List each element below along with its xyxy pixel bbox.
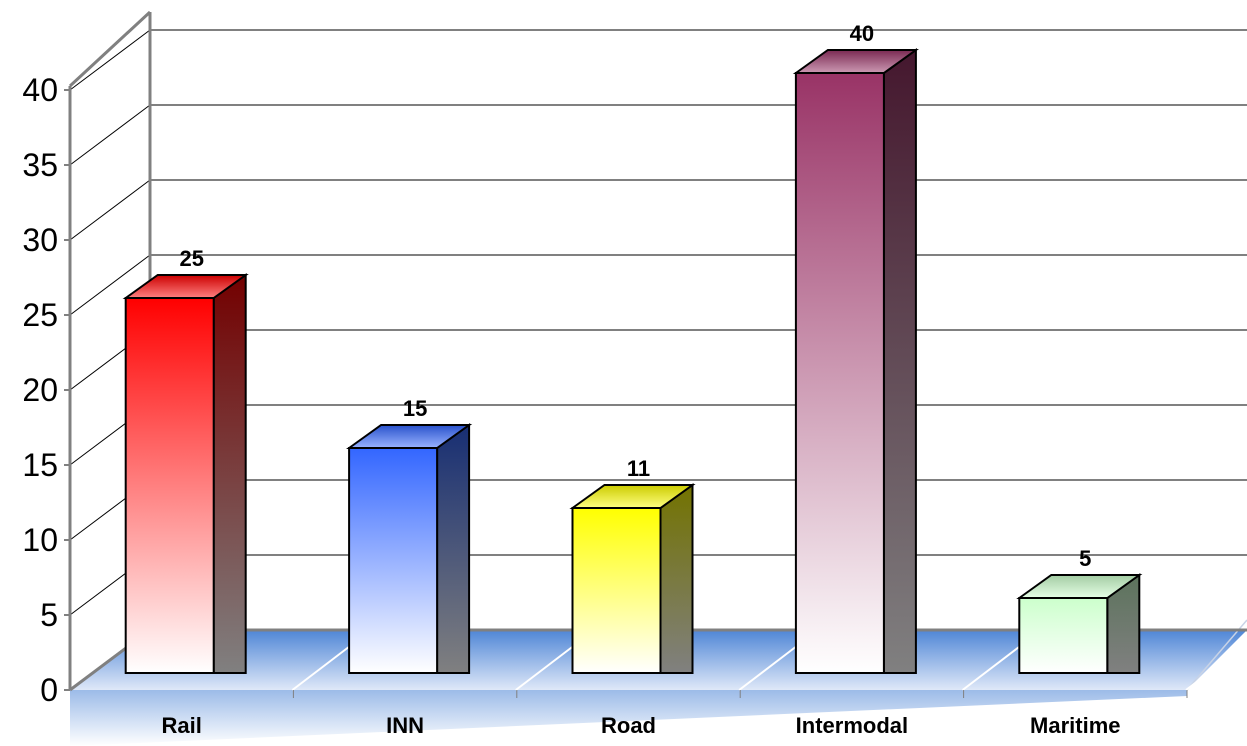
floor-divider: [515, 644, 576, 691]
data-label: 15: [403, 396, 427, 421]
bar-rail: [122, 273, 249, 674]
gridline-side: [69, 179, 151, 241]
bar-front: [794, 72, 885, 674]
bar-road: [569, 483, 696, 674]
bar-maritime: [1016, 573, 1143, 674]
y-tick-label: 0: [40, 672, 58, 708]
y-tick-label: 25: [22, 297, 58, 333]
y-tick-label: 20: [22, 372, 58, 408]
x-tick-label: INN: [386, 713, 424, 738]
bar-front: [1018, 597, 1109, 674]
x-tick-label: Road: [601, 713, 656, 738]
chart-floor-front: [70, 690, 1187, 746]
floor-divider: [1185, 644, 1246, 691]
gridline-side: [69, 29, 151, 91]
bar-front: [348, 447, 439, 674]
y-tick-label: 15: [22, 447, 58, 483]
bar-inn: [345, 423, 473, 674]
bar-intermodal: [792, 48, 920, 674]
data-label: 40: [850, 21, 874, 46]
bar-side: [659, 483, 694, 674]
y-tick-label: 10: [22, 522, 58, 558]
bar-side: [436, 423, 471, 674]
bar-side: [212, 273, 247, 674]
gridline-side: [69, 254, 151, 316]
side-wall-top: [68, 10, 152, 88]
x-tick-label: Rail: [162, 713, 202, 738]
bar-front: [124, 297, 215, 674]
floor-divider: [291, 644, 353, 691]
data-label: 5: [1079, 546, 1091, 571]
data-label: 25: [179, 246, 203, 271]
bar-front: [571, 507, 662, 674]
y-tick-label: 35: [22, 147, 58, 183]
x-tick-label: Intermodal: [796, 713, 908, 738]
x-tick-label: Maritime: [1030, 713, 1120, 738]
data-label: 11: [627, 456, 650, 481]
y-tick-label: 40: [22, 72, 58, 108]
floor-divider: [738, 644, 799, 691]
y-tick-label: 5: [40, 597, 58, 633]
floor-divider: [961, 644, 1023, 691]
y-tick-label: 30: [22, 222, 58, 258]
gridline-side: [69, 104, 151, 166]
bar-side: [882, 48, 917, 674]
